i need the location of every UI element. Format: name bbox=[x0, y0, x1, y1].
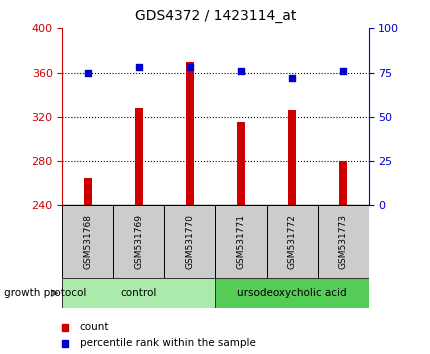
Text: GSM531770: GSM531770 bbox=[185, 214, 194, 269]
Bar bbox=[62, 278, 215, 308]
Text: GDS4372 / 1423114_at: GDS4372 / 1423114_at bbox=[135, 9, 295, 23]
Point bbox=[186, 64, 193, 70]
Text: GSM531772: GSM531772 bbox=[287, 214, 296, 269]
Text: GSM531768: GSM531768 bbox=[83, 214, 92, 269]
Text: ursodeoxycholic acid: ursodeoxycholic acid bbox=[237, 288, 346, 298]
Point bbox=[237, 68, 244, 74]
Text: growth protocol: growth protocol bbox=[4, 288, 86, 298]
Bar bbox=[164, 205, 215, 278]
Bar bbox=[62, 324, 68, 331]
Bar bbox=[186, 62, 194, 205]
Bar bbox=[266, 205, 317, 278]
Text: GSM531769: GSM531769 bbox=[134, 214, 143, 269]
Text: GSM531771: GSM531771 bbox=[236, 214, 245, 269]
Bar bbox=[288, 110, 295, 205]
Point bbox=[339, 68, 346, 74]
Bar bbox=[62, 340, 68, 347]
Bar bbox=[113, 205, 164, 278]
Point bbox=[84, 70, 91, 75]
Bar bbox=[338, 161, 346, 205]
Bar bbox=[62, 205, 113, 278]
Bar bbox=[317, 205, 368, 278]
Bar bbox=[135, 108, 142, 205]
Text: percentile rank within the sample: percentile rank within the sample bbox=[80, 338, 255, 348]
Text: control: control bbox=[120, 288, 157, 298]
Bar bbox=[237, 122, 244, 205]
Bar bbox=[215, 205, 266, 278]
Bar bbox=[84, 178, 92, 205]
Bar bbox=[215, 278, 368, 308]
Text: count: count bbox=[80, 322, 109, 332]
Point bbox=[135, 64, 142, 70]
Point bbox=[288, 75, 295, 81]
Text: GSM531773: GSM531773 bbox=[338, 214, 347, 269]
